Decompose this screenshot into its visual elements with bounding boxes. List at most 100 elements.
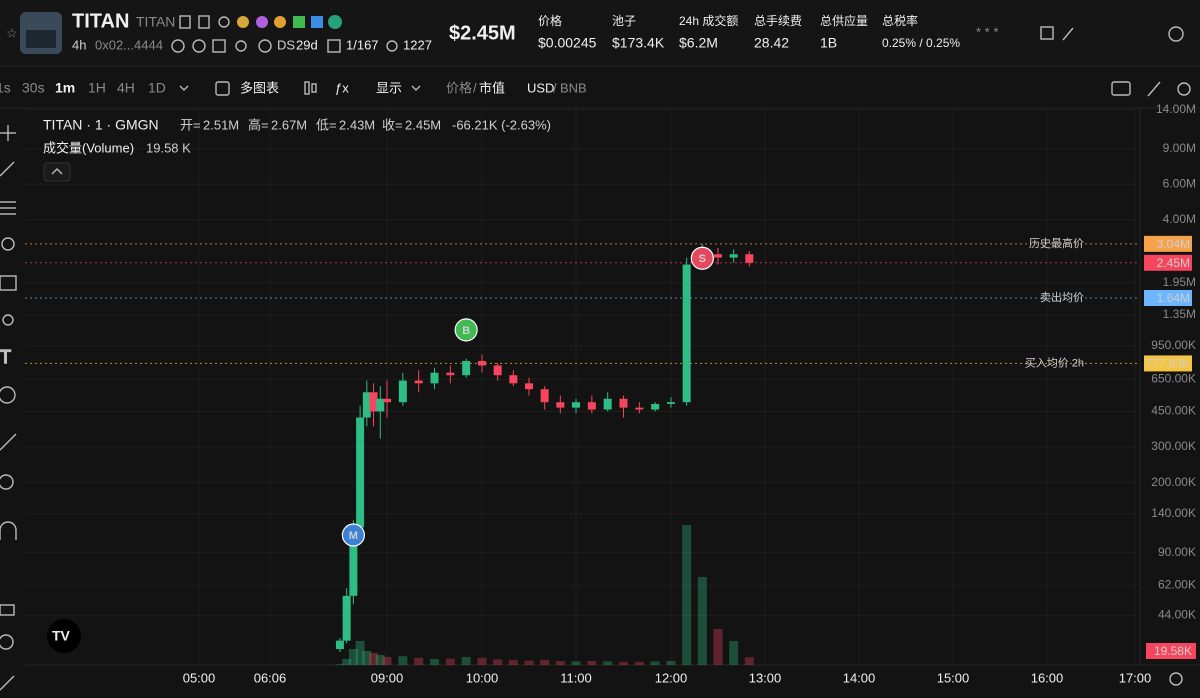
trade-marker[interactable] — [341, 523, 365, 547]
price-line-label: 买入均价 2h — [1025, 356, 1084, 369]
candle-body — [493, 365, 502, 376]
svg-text:TV: TV — [52, 628, 71, 644]
x-tick-label: 06:06 — [254, 670, 287, 685]
price-line-tag — [1144, 289, 1192, 306]
volume-bar — [634, 661, 644, 665]
checkbox[interactable] — [215, 81, 230, 96]
candle-body — [619, 398, 628, 408]
candle-body — [383, 398, 391, 403]
volume-bar — [713, 629, 723, 665]
price-mode[interactable]: 价格 — [446, 80, 472, 95]
ds-badge: DS — [277, 37, 295, 52]
right-tools[interactable] — [1111, 81, 1191, 97]
price-line-value: 2.45M — [1157, 256, 1190, 270]
svg-text:* * *: * * * — [976, 24, 998, 39]
social-icons[interactable] — [171, 39, 398, 53]
volume-bar — [729, 641, 739, 665]
stat-label: 价格 — [538, 13, 562, 28]
logo-detail — [26, 30, 56, 48]
settings[interactable] — [1169, 672, 1183, 686]
candle-body — [587, 402, 596, 410]
header-icons[interactable] — [179, 15, 342, 29]
collapse-button[interactable] — [43, 162, 71, 182]
header-actions[interactable]: * * * — [976, 24, 1184, 42]
y-tick-label: 300.00K — [1151, 439, 1196, 453]
volume-bar — [666, 661, 676, 665]
candle-body — [651, 403, 660, 410]
tool-icons[interactable]: ƒx — [304, 80, 349, 95]
tv-logo[interactable]: TV — [47, 619, 81, 653]
market-cap: $2.45M — [449, 22, 516, 44]
token-address[interactable]: 0x02...4444 — [95, 37, 163, 52]
x-tick-label: 15:00 — [937, 670, 970, 685]
y-tick-label: 950.00K — [1151, 338, 1196, 352]
stat-label: 总税率 — [882, 13, 918, 28]
drawing-tools[interactable]: T — [0, 125, 17, 691]
price-line-value: 3.04M — [1157, 237, 1190, 251]
stat-value: $173.4K — [612, 35, 665, 51]
volume-bar — [697, 577, 707, 665]
volume-bar — [348, 649, 358, 665]
price-line-value: 777.83K — [1145, 357, 1190, 371]
y-tick-label: 650.00K — [1151, 371, 1196, 385]
legend-high-label: 高= — [248, 117, 269, 132]
chevron[interactable] — [179, 85, 189, 91]
legend-open-label: 开= — [180, 117, 201, 132]
interval[interactable]: 1m — [55, 80, 75, 96]
candle-body — [572, 402, 580, 408]
interval[interactable]: 1H — [88, 80, 106, 96]
y-tick-label: 1.35M — [1163, 307, 1196, 321]
chart-title: TITAN · 1 · GMGN — [43, 117, 159, 133]
y-tick-label: 9.00M — [1163, 141, 1196, 155]
star-icon[interactable]: ☆ — [6, 25, 18, 40]
legend-change: -66.21K (-2.63%) — [452, 117, 551, 132]
legend: 开= 2.51M 高= 2.67M 低= 2.43M 收= 2.45M -66.21K (-2.… — [180, 117, 551, 132]
volume-bar — [682, 525, 692, 665]
candle-body — [349, 527, 358, 596]
svg-text:T: T — [0, 347, 11, 367]
chevron-up — [51, 168, 63, 175]
trade-marker[interactable] — [454, 318, 478, 342]
interval[interactable]: 30s — [22, 80, 45, 96]
alt-currency[interactable]: BNB — [560, 80, 587, 95]
volume-bar — [603, 661, 613, 665]
x-tick-label: 12:00 — [655, 670, 688, 685]
volume-bar — [398, 656, 408, 665]
legend-low-label: 低= — [316, 117, 337, 132]
candle-body — [714, 254, 722, 258]
trade-marker[interactable] — [690, 246, 714, 270]
volume-bar — [493, 659, 503, 665]
volume-bar — [414, 657, 424, 665]
display[interactable]: 显示 — [376, 80, 402, 95]
volume-bar — [362, 651, 372, 665]
volume-bar — [355, 641, 365, 665]
mcap-mode[interactable]: 市值 — [479, 80, 505, 95]
y-tick-label: 4.00M — [1163, 212, 1196, 226]
intervals[interactable]: 1s 30s 1m 1H 4H 1D — [0, 80, 166, 96]
y-tick-label: 200.00K — [1151, 475, 1196, 489]
legend-low: 2.43M — [339, 117, 375, 132]
price-line-label: 卖出均价 — [1040, 290, 1084, 304]
volume-bar — [587, 661, 597, 665]
price-line-label: 历史最高价 — [1029, 236, 1084, 250]
x-tick-label: 17:00 — [1119, 670, 1152, 685]
y-tick-label: 62.00K — [1158, 577, 1196, 591]
x-tick-label: 13:00 — [749, 670, 782, 685]
y-tick-label: 1.95M — [1163, 275, 1196, 289]
candle-body — [369, 392, 378, 412]
interval[interactable]: 1D — [148, 80, 166, 96]
currency[interactable]: USD — [527, 80, 554, 95]
y-tick-label: 140.00K — [1151, 506, 1196, 520]
stats: 价格 $0.00245 池子 $173.4K 24h 成交额 $6.2M 总手续费 28.42… — [538, 13, 960, 51]
volume-bar — [461, 657, 471, 665]
multi-chart[interactable]: 多图表 — [240, 80, 279, 95]
stat-value: 1B — [820, 35, 837, 51]
interval[interactable]: 4H — [117, 80, 135, 96]
price-line-tag — [1144, 235, 1192, 252]
chevron[interactable] — [411, 85, 421, 91]
chart: 05:00 06:06 09:00 10:00 11:00 12:00 13:00 14:00… — [25, 102, 1196, 685]
trade-marker-label: S — [699, 253, 706, 265]
legend-close-label: 收= — [382, 117, 403, 132]
interval[interactable]: 1s — [0, 80, 11, 96]
y-tick-label: 90.00K — [1158, 545, 1196, 559]
